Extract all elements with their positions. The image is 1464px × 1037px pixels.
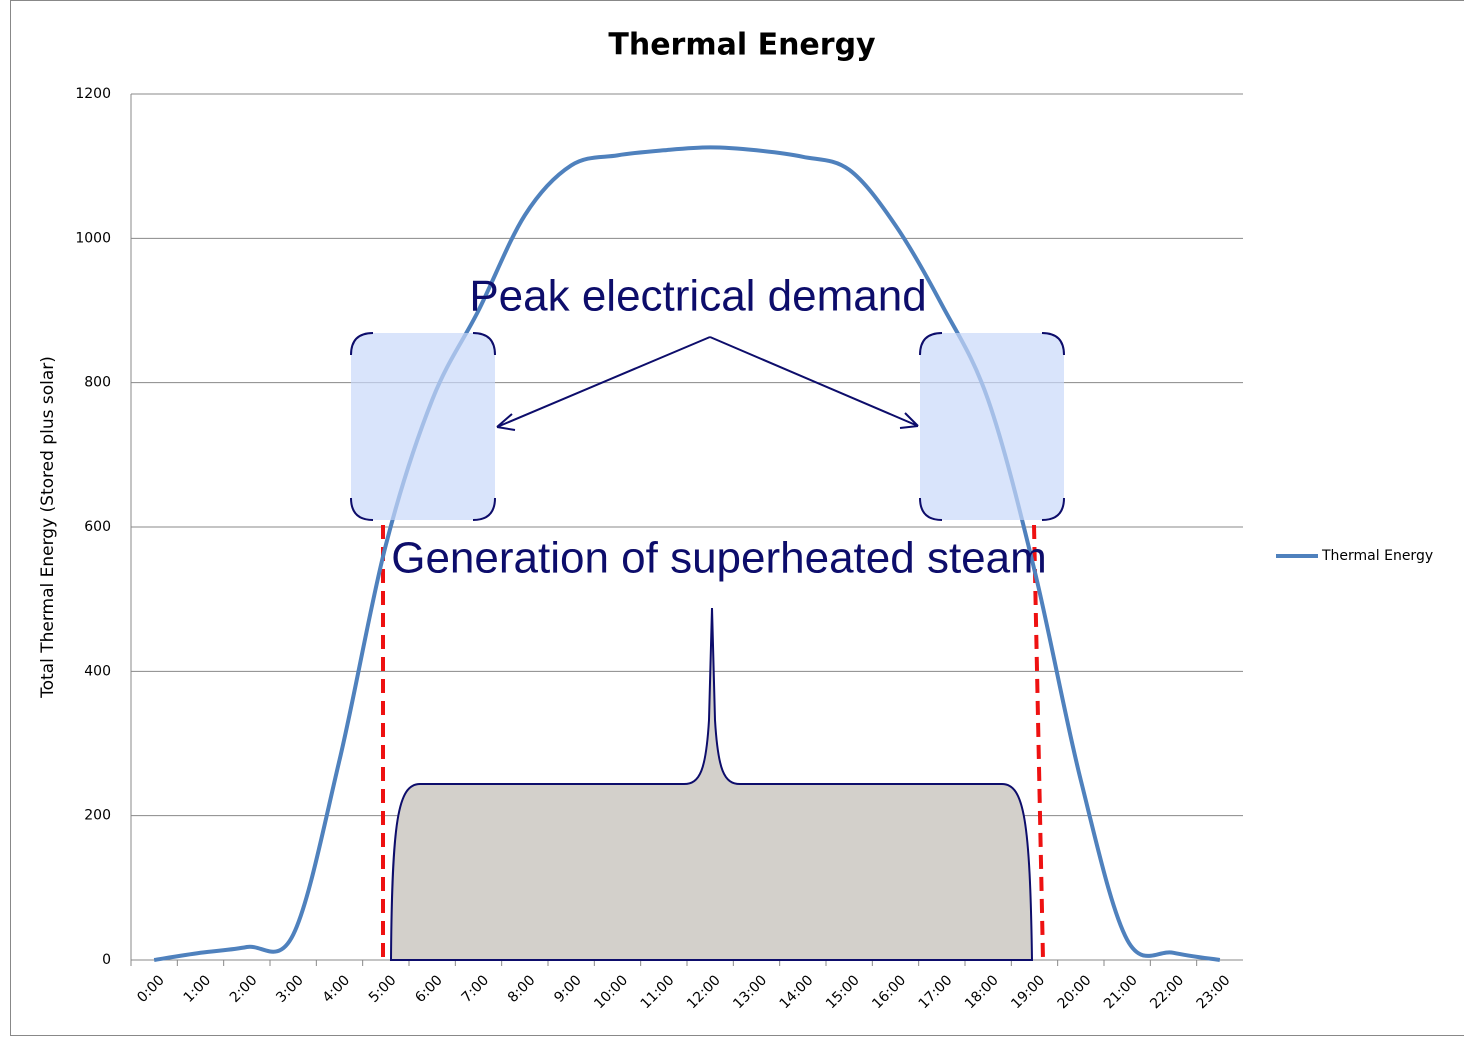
y-tick-label: 200 (84, 808, 111, 824)
box-corners (919, 332, 1065, 521)
peak-boxes (350, 332, 1065, 521)
y-tick-label: 1000 (75, 230, 111, 246)
box-corners (350, 332, 496, 521)
y-tick-label: 600 (84, 519, 111, 535)
peak-box (920, 333, 1064, 520)
plot (153, 145, 1221, 962)
peak-box (351, 333, 495, 520)
y-tick-label: 0 (102, 952, 111, 968)
y-tick-label: 1200 (75, 86, 111, 102)
steam-shape (381, 524, 1045, 961)
y-tick-label: 800 (84, 375, 111, 391)
chart-title: Thermal Energy (608, 28, 876, 63)
legend-label: Thermal Energy (1321, 548, 1433, 564)
arrows (496, 336, 919, 431)
steam-area (389, 607, 1034, 961)
annotation: Generation of superheated steam (391, 534, 1047, 583)
y-axis-label: Total Thermal Energy (Stored plus solar) (38, 356, 58, 699)
y-tick-label: 400 (84, 663, 111, 679)
end-line (1032, 524, 1045, 961)
series-line (153, 145, 1221, 962)
annotation: Peak electrical demand (469, 272, 926, 321)
